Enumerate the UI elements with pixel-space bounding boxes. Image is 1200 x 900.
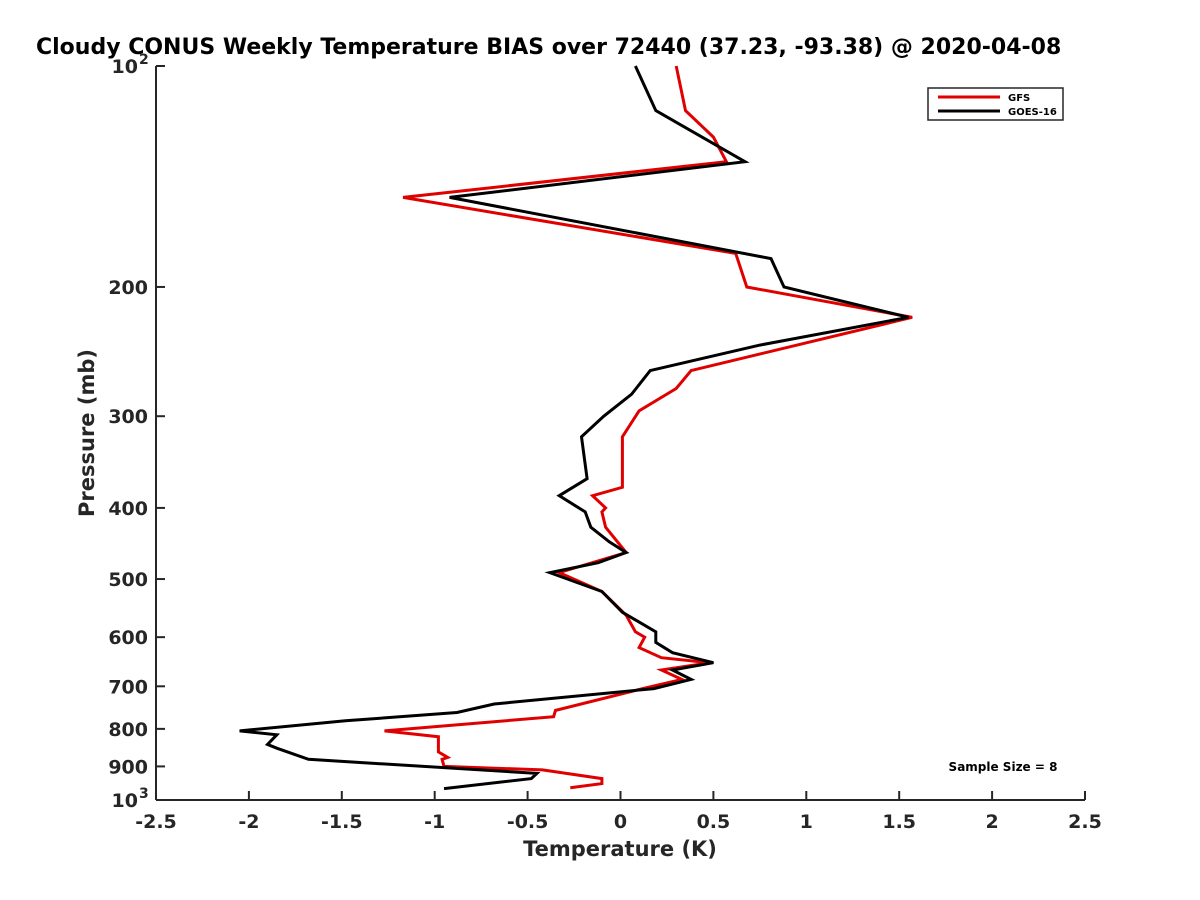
legend: GFS GOES-16	[927, 87, 1064, 121]
y-tick-exponent: 3	[139, 786, 149, 802]
y-tick-label: 10	[112, 56, 138, 78]
y-tick-label: 900	[108, 756, 148, 778]
legend-label: GOES-16	[1008, 107, 1057, 118]
y-tick-label: 500	[108, 569, 148, 591]
legend-label: GFS	[1008, 93, 1030, 104]
y-tick-label: 400	[108, 498, 148, 520]
x-axis-ticks: -2.5 -2 -1.5 -1 -0.5 0 0.5 1 1.5 2 2.5	[135, 791, 1102, 833]
x-tick-label: -1	[424, 811, 445, 833]
x-tick-label: 0	[614, 811, 627, 833]
sample-size-annotation: Sample Size = 8	[949, 760, 1058, 774]
y-tick-label: 200	[108, 277, 148, 299]
y-tick-label: 600	[108, 627, 148, 649]
x-tick-label: 1	[800, 811, 813, 833]
plot-lines	[239, 65, 913, 791]
y-tick-label: 300	[108, 406, 148, 428]
chart-title: Cloudy CONUS Weekly Temperature BIAS ove…	[36, 35, 1061, 60]
series-line-goes-16	[239, 65, 909, 791]
x-tick-label: 0.5	[697, 811, 731, 833]
x-tick-label: -0.5	[507, 811, 549, 833]
y-tick-label: 10	[112, 790, 138, 812]
y-tick-label: 800	[108, 719, 148, 741]
legend-box	[927, 87, 1064, 121]
x-tick-label: -1.5	[321, 811, 363, 833]
x-tick-label: 2	[985, 811, 998, 833]
x-tick-label: -2.5	[135, 811, 177, 833]
x-axis-label: Temperature (K)	[523, 837, 717, 861]
y-axis-label: Pressure (mb)	[75, 349, 99, 517]
x-tick-label: 1.5	[882, 811, 916, 833]
x-tick-label: -2	[238, 811, 259, 833]
y-tick-exponent: 2	[139, 52, 149, 68]
x-tick-label: 2.5	[1068, 811, 1102, 833]
y-tick-label: 700	[108, 676, 148, 698]
